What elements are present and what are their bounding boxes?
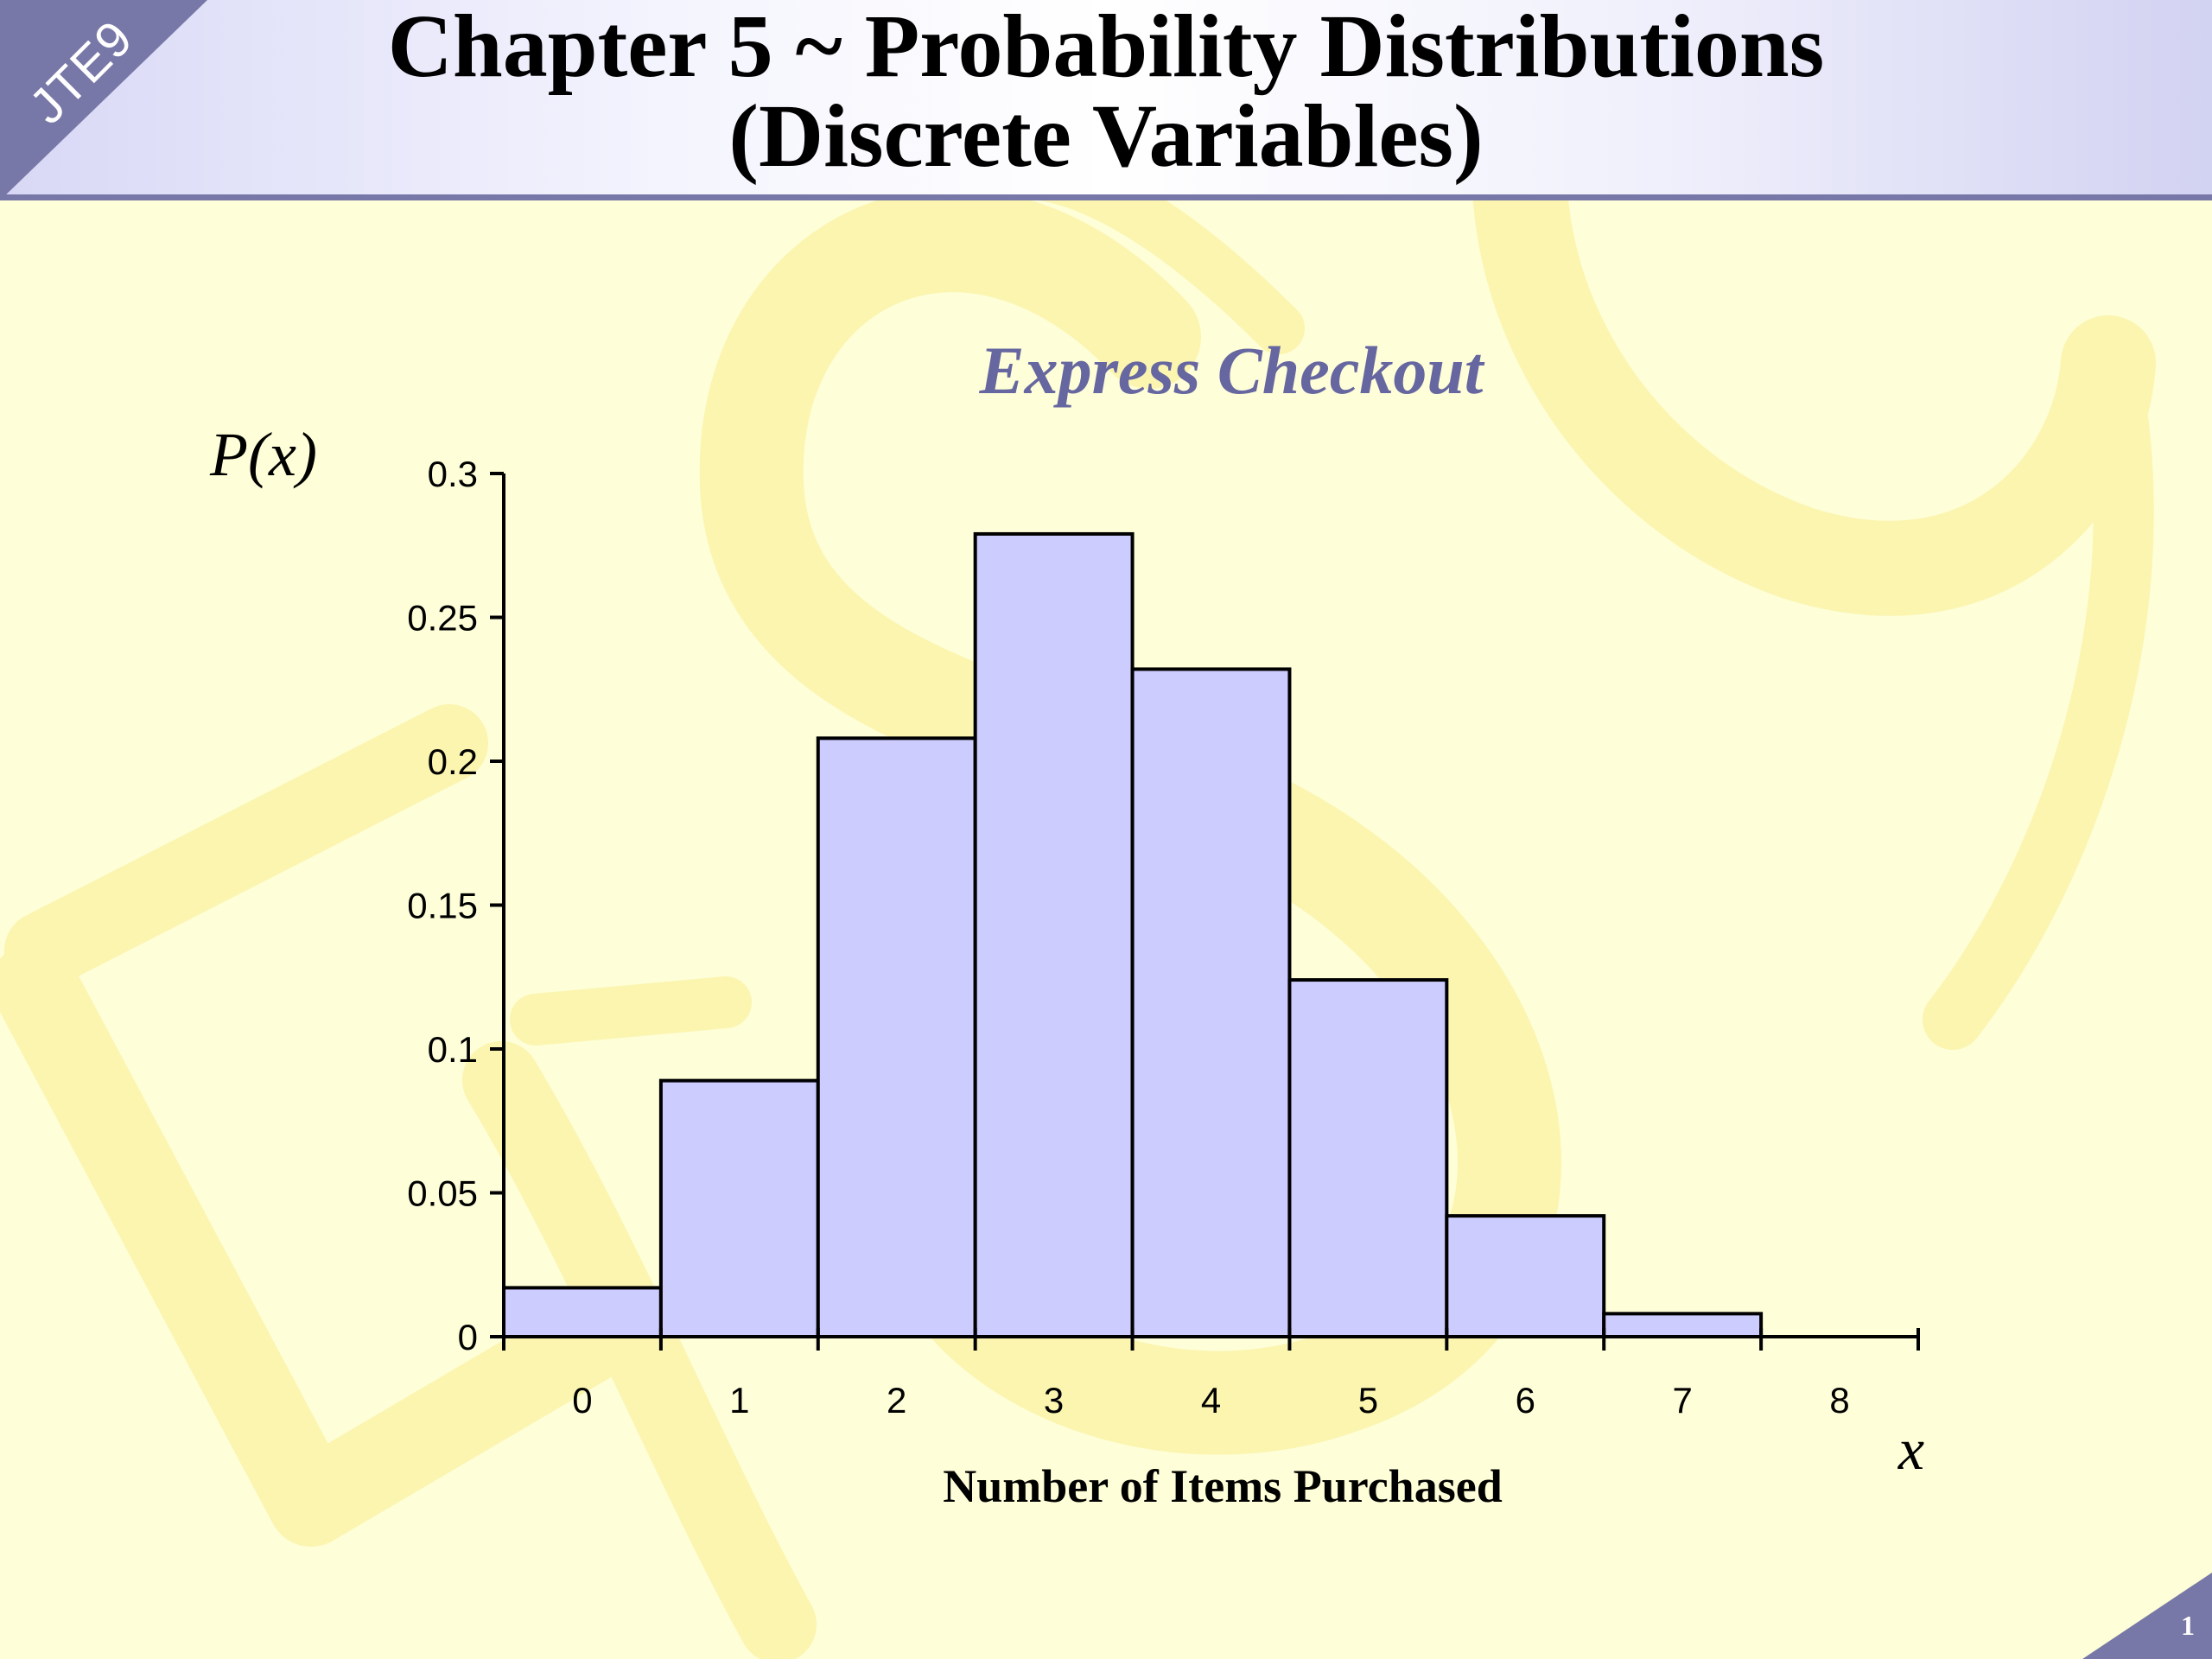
histogram-chart: Express Checkout P(x) x Number of Items … xyxy=(209,333,1924,1512)
y-tick-label: 0.1 xyxy=(428,1029,478,1070)
slide-title-line-1: Chapter 5 ~ Probability Distributions xyxy=(387,0,1825,96)
bar-0 xyxy=(502,1286,663,1339)
x-tick-label: 1 xyxy=(729,1380,749,1421)
page-number: 1 xyxy=(2181,1610,2195,1641)
y-tick-label: 0.3 xyxy=(428,454,478,494)
y-tick-label: 0.15 xyxy=(407,886,478,926)
corner-triangle xyxy=(0,0,207,200)
x-axis-title: Number of Items Purchased xyxy=(943,1460,1502,1512)
bars-layer xyxy=(502,531,1764,1339)
chart-title: Express Checkout xyxy=(979,333,1485,408)
axes-layer: 0 0.05 0.1 0.15 0.2 0.25 0.3 0 1 2 3 4 5 6 7 8 xyxy=(407,454,1920,1421)
x-tick-label: 7 xyxy=(1672,1380,1692,1421)
bar-1 xyxy=(658,1078,820,1338)
corner-triangle-bottom xyxy=(2082,1573,2212,1659)
bar-3 xyxy=(973,531,1135,1338)
x-tick-label: 8 xyxy=(1829,1380,1849,1421)
y-tick-label: 0 xyxy=(458,1317,478,1357)
x-tick-label: 6 xyxy=(1516,1380,1535,1421)
y-tick-label: 0.25 xyxy=(407,598,478,639)
title-band xyxy=(0,0,2212,200)
bar-2 xyxy=(816,736,977,1338)
slide-title-line-2: (Discrete Variables) xyxy=(728,86,1484,186)
x-tick-label: 4 xyxy=(1201,1380,1221,1421)
y-tick-label: 0.05 xyxy=(407,1173,478,1214)
x-tick-label: 0 xyxy=(572,1380,592,1421)
slide-title: Chapter 5 ~ Probability Distributions (D… xyxy=(216,2,1996,181)
x-tick-label: 5 xyxy=(1358,1380,1378,1421)
bar-6 xyxy=(1445,1214,1606,1339)
y-tick-label: 0.2 xyxy=(428,741,478,782)
x-variable-label: x xyxy=(1897,1416,1924,1482)
x-tick-label: 2 xyxy=(887,1380,906,1421)
bar-5 xyxy=(1287,978,1449,1338)
bar-7 xyxy=(1602,1312,1764,1338)
y-axis-label: P(x) xyxy=(209,420,317,489)
x-tick-label: 3 xyxy=(1044,1380,1064,1421)
bar-4 xyxy=(1130,667,1292,1338)
